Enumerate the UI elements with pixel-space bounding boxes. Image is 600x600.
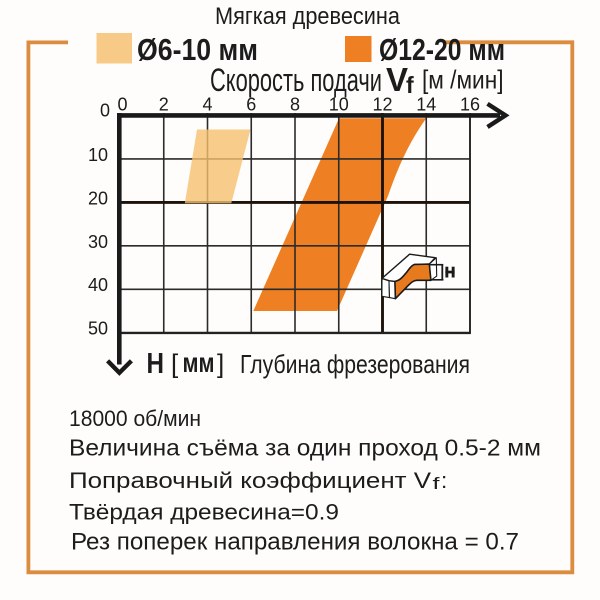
svg-text:f: f [406,72,414,98]
svg-text:40: 40 [88,275,108,295]
svg-text:12: 12 [372,95,392,115]
svg-text:мм: мм [183,347,215,378]
svg-text:30: 30 [88,232,108,252]
svg-text:10: 10 [329,95,349,115]
svg-text:16: 16 [460,95,480,115]
svg-text:Мягкая древесина: Мягкая древесина [215,3,401,30]
svg-text:Скорость подачи: Скорость подачи [210,62,382,98]
svg-text:f: f [433,474,440,493]
svg-text::: : [441,468,447,493]
svg-text:0: 0 [117,95,127,115]
svg-text:2: 2 [159,95,169,115]
svg-text:18000 об/мин: 18000 об/мин [69,406,201,431]
svg-text:H: H [147,348,165,380]
svg-text:20: 20 [88,188,108,208]
svg-text:Глубина фрезерования: Глубина фрезерования [240,349,470,379]
svg-text:8: 8 [290,95,300,115]
svg-text:Твёрдая древесина=0.9: Твёрдая древесина=0.9 [69,500,339,525]
svg-text:Ø12-20 мм: Ø12-20 мм [379,32,505,67]
svg-text:Величина съёма за один проход: Величина съёма за один проход 0.5-2 мм [69,435,541,461]
svg-text:]: ] [217,349,224,379]
svg-text:Рез поперек направления волокн: Рез поперек направления волокна = 0.7 [71,529,519,556]
svg-text:6: 6 [246,95,256,115]
svg-text:50: 50 [88,319,108,339]
svg-text:Поправочный коэффициент V: Поправочный коэффициент V [69,468,431,493]
svg-text:Ø6-10 мм: Ø6-10 мм [137,32,258,67]
svg-text:V: V [386,61,408,98]
svg-text:[м /мин]: [м /мин] [422,65,504,95]
svg-text:[: [ [171,349,179,379]
svg-text:0: 0 [100,101,110,121]
svg-text:14: 14 [416,95,436,115]
svg-text:4: 4 [202,95,212,115]
svg-text:10: 10 [88,145,108,165]
